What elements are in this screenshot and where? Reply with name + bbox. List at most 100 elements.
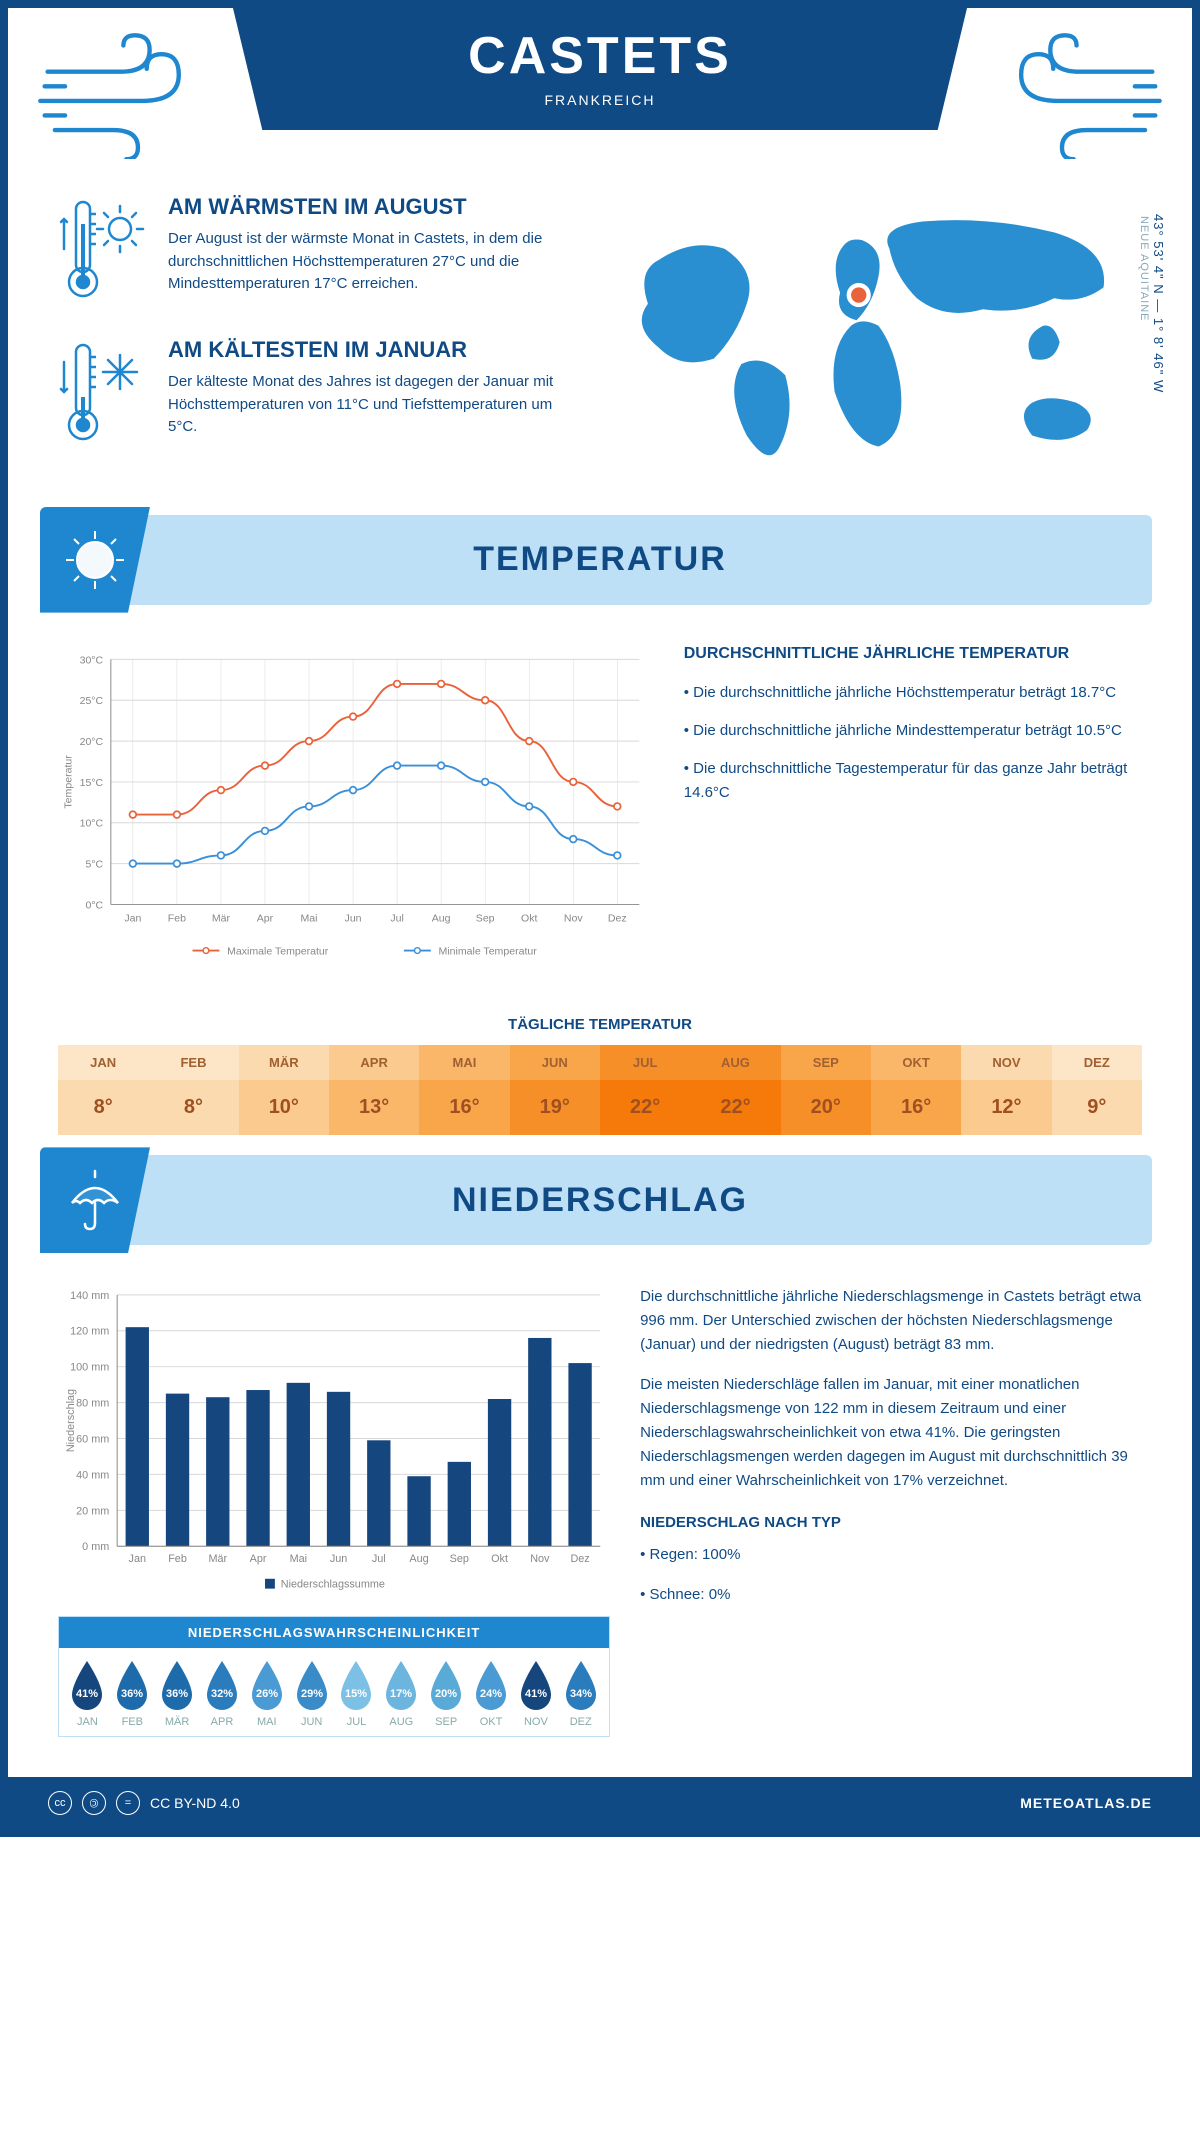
- umbrella-icon: [40, 1147, 150, 1253]
- region-label: NEUE AQUITAINE: [1138, 216, 1150, 321]
- prob-cell: 26%MAI: [244, 1658, 289, 1728]
- footer-site: METEOATLAS.DE: [1020, 1795, 1152, 1811]
- footer-license: cc 🄯 = CC BY-ND 4.0: [48, 1791, 240, 1815]
- header: CASTETS FRANKREICH: [8, 8, 1192, 164]
- svg-text:140 mm: 140 mm: [70, 1290, 109, 1302]
- svg-text:10°C: 10°C: [80, 817, 104, 829]
- coldest-desc: Der kälteste Monat des Jahres ist dagege…: [168, 371, 585, 439]
- title-ribbon: CASTETS FRANKREICH: [233, 8, 967, 130]
- warmest-fact: AM WÄRMSTEN IM AUGUST Der August ist der…: [58, 194, 585, 309]
- svg-text:25°C: 25°C: [80, 695, 104, 707]
- svg-text:Minimale Temperatur: Minimale Temperatur: [438, 945, 537, 957]
- temp-section-header: TEMPERATUR: [48, 515, 1152, 605]
- prob-cell: 41%NOV: [513, 1658, 558, 1728]
- svg-text:Mär: Mär: [212, 912, 231, 924]
- nd-icon: =: [116, 1791, 140, 1815]
- precip-t1: • Regen: 100%: [640, 1543, 1142, 1567]
- svg-text:24%: 24%: [480, 1688, 502, 1700]
- facts: AM WÄRMSTEN IM AUGUST Der August ist der…: [58, 194, 585, 484]
- warmest-title: AM WÄRMSTEN IM AUGUST: [168, 194, 585, 220]
- svg-text:Jan: Jan: [124, 912, 141, 924]
- svg-text:Jul: Jul: [390, 912, 403, 924]
- country-name: FRANKREICH: [233, 92, 967, 108]
- precip-section-header: NIEDERSCHLAG: [48, 1155, 1152, 1245]
- precip-prob-box: NIEDERSCHLAGSWAHRSCHEINLICHKEIT 41%JAN 36…: [58, 1616, 610, 1737]
- svg-text:Mär: Mär: [208, 1553, 227, 1565]
- svg-text:Sep: Sep: [476, 912, 495, 924]
- thermometer-sun-icon: [58, 194, 148, 309]
- svg-text:5°C: 5°C: [85, 858, 103, 870]
- svg-text:Jul: Jul: [372, 1553, 386, 1565]
- coldest-title: AM KÄLTESTEN IM JANUAR: [168, 337, 585, 363]
- sun-icon: [40, 507, 150, 613]
- svg-text:Nov: Nov: [530, 1553, 550, 1565]
- precip-left: 0 mm20 mm40 mm60 mm80 mm100 mm120 mm140 …: [58, 1285, 610, 1736]
- svg-text:Jan: Jan: [129, 1553, 146, 1565]
- prob-months: 41%JAN36%FEB36%MÄR32%APR26%MAI29%JUN15%J…: [59, 1648, 609, 1736]
- map-area: NEUE AQUITAINE 43° 53' 4" N — 1° 8' 46" …: [615, 194, 1142, 484]
- precip-body: 0 mm20 mm40 mm60 mm80 mm100 mm120 mm140 …: [8, 1265, 1192, 1756]
- temp-title: TEMPERATUR: [48, 540, 1152, 579]
- footer: cc 🄯 = CC BY-ND 4.0 METEOATLAS.DE: [8, 1777, 1192, 1829]
- svg-text:Feb: Feb: [168, 912, 186, 924]
- prob-cell: 24%OKT: [469, 1658, 514, 1728]
- prob-cell: 36%MÄR: [155, 1658, 200, 1728]
- svg-text:17%: 17%: [390, 1688, 412, 1700]
- temp-info-b3: • Die durchschnittliche Tagestemperatur …: [684, 757, 1142, 805]
- svg-text:120 mm: 120 mm: [70, 1326, 109, 1338]
- svg-text:Temperatur: Temperatur: [62, 754, 74, 808]
- daily-cell: AUG22°: [690, 1045, 780, 1135]
- svg-text:Jun: Jun: [345, 912, 362, 924]
- svg-text:20°C: 20°C: [80, 736, 104, 748]
- daily-cell: NOV12°: [961, 1045, 1051, 1135]
- svg-text:Dez: Dez: [570, 1553, 589, 1565]
- daily-cell: OKT16°: [871, 1045, 961, 1135]
- coldest-fact: AM KÄLTESTEN IM JANUAR Der kälteste Mona…: [58, 337, 585, 452]
- svg-text:34%: 34%: [570, 1688, 592, 1700]
- svg-text:Nov: Nov: [564, 912, 583, 924]
- world-map-icon: [615, 194, 1142, 479]
- precip-type-title: NIEDERSCHLAG NACH TYP: [640, 1511, 1142, 1535]
- svg-text:Okt: Okt: [521, 912, 537, 924]
- svg-text:0 mm: 0 mm: [82, 1542, 109, 1554]
- daily-cell: DEZ9°: [1052, 1045, 1142, 1135]
- svg-text:Aug: Aug: [432, 912, 451, 924]
- svg-text:Maximale Temperatur: Maximale Temperatur: [227, 945, 329, 957]
- prob-cell: 29%JUN: [289, 1658, 334, 1728]
- infographic-page: CASTETS FRANKREICH: [0, 0, 1200, 1837]
- svg-text:29%: 29%: [301, 1688, 323, 1700]
- daily-cell: SEP20°: [781, 1045, 871, 1135]
- svg-text:36%: 36%: [121, 1688, 143, 1700]
- svg-text:100 mm: 100 mm: [70, 1362, 109, 1374]
- daily-temp-table: JAN8°FEB8°MÄR10°APR13°MAI16°JUN19°JUL22°…: [58, 1045, 1142, 1135]
- svg-text:Apr: Apr: [257, 912, 274, 924]
- svg-text:0°C: 0°C: [85, 899, 103, 911]
- temp-info: DURCHSCHNITTLICHE JÄHRLICHE TEMPERATUR •…: [684, 645, 1142, 977]
- svg-text:Mai: Mai: [301, 912, 318, 924]
- svg-text:20%: 20%: [435, 1688, 457, 1700]
- daily-cell: FEB8°: [148, 1045, 238, 1135]
- svg-text:36%: 36%: [166, 1688, 188, 1700]
- svg-text:30°C: 30°C: [80, 654, 104, 666]
- wind-icon-left: [8, 8, 233, 164]
- svg-text:Apr: Apr: [250, 1553, 267, 1565]
- precip-title: NIEDERSCHLAG: [48, 1181, 1152, 1220]
- daily-cell: APR13°: [329, 1045, 419, 1135]
- daily-cell: JUL22°: [600, 1045, 690, 1135]
- prob-cell: 17%AUG: [379, 1658, 424, 1728]
- svg-text:80 mm: 80 mm: [76, 1398, 109, 1410]
- svg-text:Niederschlagssumme: Niederschlagssumme: [281, 1579, 385, 1591]
- prob-cell: 41%JAN: [65, 1658, 110, 1728]
- svg-text:Aug: Aug: [409, 1553, 428, 1565]
- svg-text:40 mm: 40 mm: [76, 1470, 109, 1482]
- thermometer-snow-icon: [58, 337, 148, 452]
- temp-chart: 0°C5°C10°C15°C20°C25°C30°CJanFebMärAprMa…: [58, 645, 654, 977]
- svg-text:15%: 15%: [345, 1688, 367, 1700]
- prob-title: NIEDERSCHLAGSWAHRSCHEINLICHKEIT: [59, 1617, 609, 1648]
- svg-text:Jun: Jun: [330, 1553, 347, 1565]
- precip-t2: • Schnee: 0%: [640, 1583, 1142, 1607]
- svg-text:Dez: Dez: [608, 912, 627, 924]
- svg-text:41%: 41%: [76, 1688, 98, 1700]
- precip-chart: 0 mm20 mm40 mm60 mm80 mm100 mm120 mm140 …: [58, 1285, 610, 1605]
- svg-text:Sep: Sep: [450, 1553, 469, 1565]
